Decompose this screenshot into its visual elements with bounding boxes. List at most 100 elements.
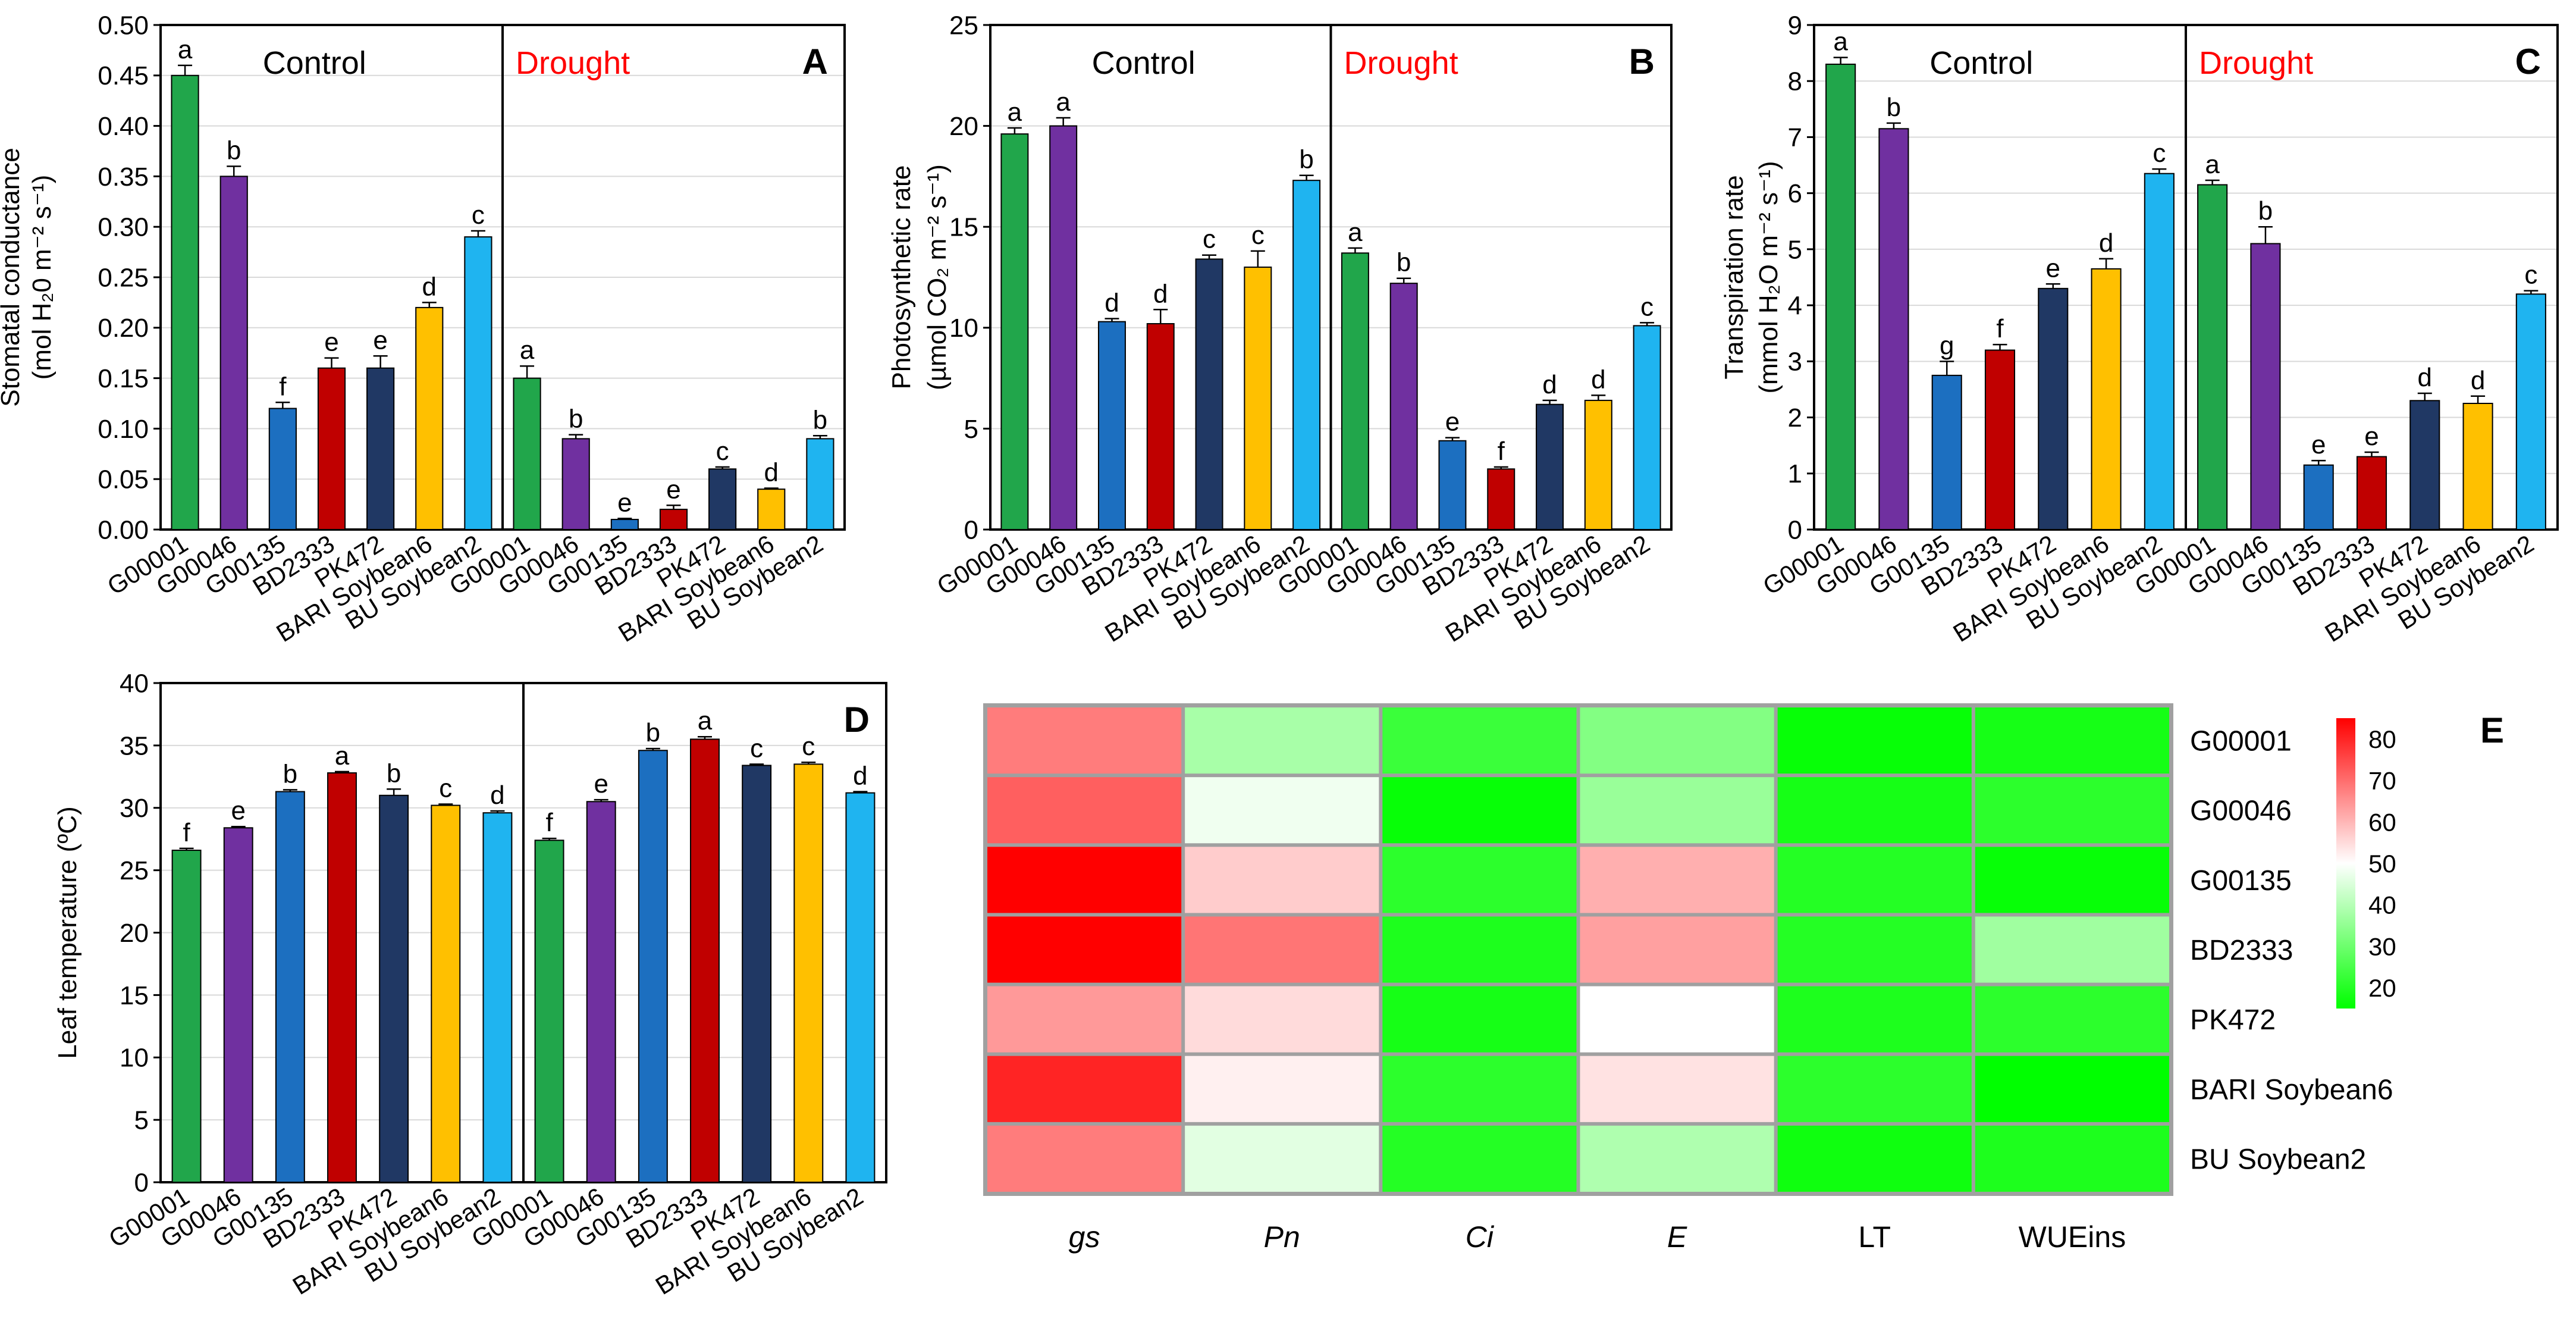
- bar-drought-bari-soybean6: [1584, 399, 1612, 530]
- y-tick-label: 0.45: [98, 61, 149, 90]
- bar-control-bari-soybean6: [2091, 268, 2122, 530]
- y-tick-label: 10: [120, 1044, 149, 1073]
- y-tick-label: 1: [1788, 459, 1802, 488]
- y-tick-label: 10: [949, 314, 978, 343]
- heatmap-cell-pk472-gs: [987, 986, 1182, 1053]
- y-tick-label: 0.10: [98, 415, 149, 444]
- significance-letter: a: [1056, 87, 1071, 117]
- significance-letter: a: [520, 336, 535, 365]
- bar-control-pk472: [2038, 287, 2069, 530]
- y-tick-label: 0.30: [98, 213, 149, 242]
- significance-letter: c: [750, 734, 763, 763]
- control-label: Control: [1929, 45, 2033, 81]
- bar-control-g00046: [223, 827, 253, 1183]
- significance-letter: c: [439, 773, 452, 803]
- heatmap-column-label: Ci: [1466, 1220, 1495, 1254]
- bar-drought-g00046: [561, 438, 590, 530]
- y-tick-label: 0.35: [98, 162, 149, 192]
- heatmap-column-label: LT: [1858, 1220, 1891, 1254]
- heatmap-row-label: G00001: [2190, 726, 2292, 757]
- significance-letter: d: [490, 781, 504, 810]
- bar-control-pk472: [1195, 258, 1223, 530]
- y-tick-label: 15: [949, 213, 978, 242]
- bar-drought-g00001: [534, 840, 564, 1183]
- y-axis-label: Photosynthetic rate: [887, 165, 916, 390]
- y-tick-label: 0: [1788, 515, 1802, 544]
- y-axis-label: Transpiration rate: [1720, 175, 1749, 379]
- significance-letter: d: [1542, 370, 1557, 399]
- heatmap-cell-bd2333-gs: [987, 916, 1182, 983]
- significance-letter: g: [1940, 331, 1954, 360]
- heatmap-cell-bu-soybean2-gs: [987, 1125, 1182, 1192]
- significance-letter: a: [335, 741, 350, 771]
- y-tick-label: 0.25: [98, 263, 149, 292]
- y-axis-label: (µmol CO₂ m⁻² s⁻¹): [923, 164, 952, 390]
- significance-letter: c: [802, 732, 815, 761]
- colorbar-tick-label: 30: [2368, 932, 2396, 960]
- y-tick-label: 5: [134, 1106, 149, 1135]
- heatmap-cell-bu-soybean2-pn: [1185, 1125, 1379, 1192]
- y-tick-label: 0.15: [98, 364, 149, 393]
- significance-letter: d: [853, 761, 867, 790]
- significance-letter: d: [764, 458, 779, 487]
- bar-control-g00001: [171, 850, 202, 1183]
- significance-letter: c: [716, 437, 729, 466]
- bar-control-bari-soybean6: [415, 306, 444, 530]
- significance-letter: d: [1105, 289, 1119, 318]
- y-tick-label: 2: [1788, 403, 1802, 433]
- heatmap-row-label: BU Soybean2: [2190, 1144, 2366, 1175]
- panel-E: G00001 G00046 G00135 BD2333 PK472 BARI Soybea…: [983, 703, 2504, 1254]
- bar-drought-bari-soybean6: [793, 763, 824, 1183]
- bar-control-bu-soybean2: [2144, 173, 2175, 530]
- colorbar: [2336, 718, 2355, 1009]
- heatmap-cell-bu-soybean2-lt: [1777, 1125, 1972, 1192]
- significance-letter: f: [1498, 437, 1505, 466]
- y-tick-label: 5: [1788, 235, 1802, 264]
- significance-letter: b: [387, 759, 401, 788]
- bar-control-g00135: [268, 408, 297, 530]
- significance-letter: d: [2471, 366, 2485, 395]
- heatmap-cell-bd2333-pn: [1185, 916, 1379, 983]
- bar-drought-bari-soybean6: [2462, 403, 2493, 530]
- bar-control-bari-soybean6: [1244, 267, 1272, 530]
- bar-control-bd2333: [1984, 349, 2016, 530]
- colorbar-tick-label: 60: [2368, 808, 2396, 836]
- y-tick-label: 8: [1788, 67, 1802, 96]
- bar-drought-pk472: [742, 765, 772, 1183]
- heatmap-cell-bd2333-lt: [1777, 916, 1972, 983]
- bar-drought-pk472: [2409, 400, 2440, 530]
- y-tick-label: 30: [120, 794, 149, 823]
- y-tick-label: 20: [949, 112, 978, 141]
- significance-letter: a: [1348, 218, 1363, 247]
- significance-letter: e: [666, 475, 680, 504]
- significance-letter: b: [227, 136, 241, 165]
- bar-control-g00135: [275, 791, 305, 1183]
- heatmap-column-label: WUEins: [2019, 1220, 2126, 1254]
- heatmap-cell-bd2333-wueins: [1975, 916, 2169, 983]
- significance-letter: b: [569, 405, 583, 434]
- significance-letter: d: [2099, 228, 2113, 258]
- panel-letter: D: [844, 700, 870, 740]
- bar-drought-bd2333: [1487, 468, 1516, 530]
- significance-letter: b: [2258, 196, 2273, 226]
- bar-drought-bd2333: [690, 738, 720, 1183]
- y-axis-label: Stomatal conductance: [0, 148, 25, 406]
- bar-drought-g00001: [2197, 184, 2228, 530]
- heatmap-row-label: G00046: [2190, 796, 2292, 827]
- heatmap-row-label: G00135: [2190, 865, 2292, 897]
- bar-drought-bd2333: [659, 509, 688, 531]
- significance-letter: e: [617, 488, 632, 517]
- colorbar-tick-label: 20: [2368, 974, 2396, 1002]
- bar-control-g00046: [1049, 125, 1078, 531]
- heatmap-cell-bu-soybean2-ci: [1382, 1125, 1577, 1192]
- y-axis-label: (mol H₂0 m⁻² s⁻¹): [27, 175, 57, 380]
- bar-control-g00001: [1000, 133, 1029, 530]
- panel-letter: A: [802, 42, 828, 82]
- heatmap-cell-bari-soybean6-ci: [1382, 1056, 1577, 1122]
- heatmap-cell-g00135-lt: [1777, 847, 1972, 913]
- bar-drought-g00001: [1341, 252, 1369, 530]
- heatmap-cell-pk472-pn: [1185, 986, 1379, 1053]
- y-tick-label: 0.05: [98, 465, 149, 494]
- heatmap-cell-g00001-gs: [987, 707, 1182, 774]
- significance-letter: f: [1996, 314, 2004, 343]
